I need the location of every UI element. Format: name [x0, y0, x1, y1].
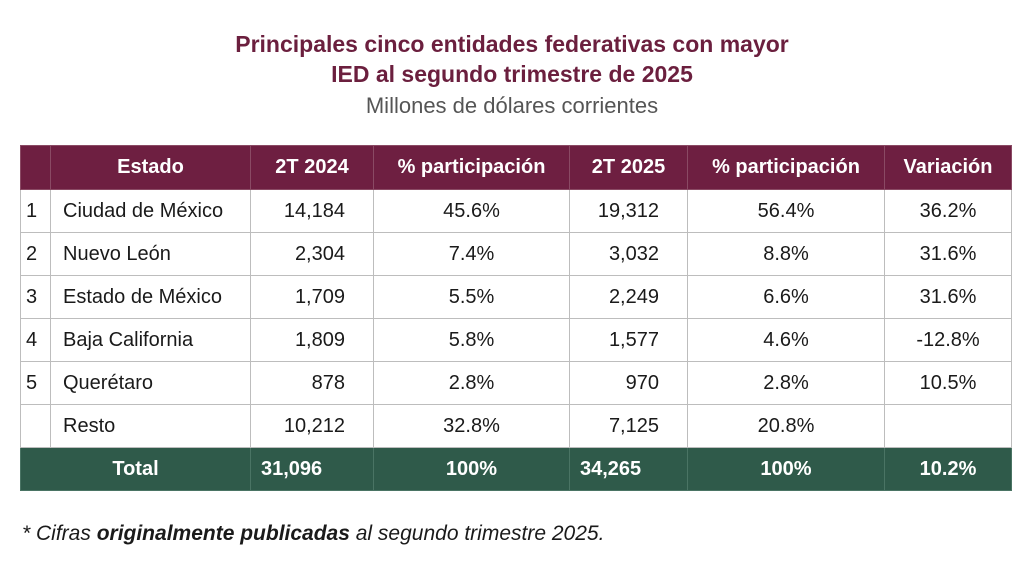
cell-state: Resto [50, 404, 251, 448]
cell-participation-2024: 7.4% [373, 232, 570, 276]
cell-participation-2025: 8.8% [687, 232, 885, 276]
cell-participation-2025: 4.6% [687, 318, 885, 362]
cell-2t2024: 878 [250, 361, 374, 405]
cell-rank: 3 [20, 275, 51, 319]
table-total-row: Total 31,096 100% 34,265 100% 10.2% [20, 447, 1012, 491]
footnote-prefix: * Cifras [22, 522, 97, 545]
table-row: 3 Estado de México 1,709 5.5% 2,249 6.6%… [20, 275, 1012, 319]
table-row: 5 Querétaro 878 2.8% 970 2.8% 10.5% [20, 361, 1012, 405]
cell-state: Nuevo León [50, 232, 251, 276]
cell-variation: -12.8% [884, 318, 1012, 362]
cell-2t2024: 1,709 [250, 275, 374, 319]
header-2t2024: 2T 2024 [250, 145, 374, 190]
cell-rank: 5 [20, 361, 51, 405]
total-label: Total [20, 447, 251, 491]
cell-rank: 4 [20, 318, 51, 362]
cell-variation [884, 404, 1012, 448]
total-participation-2025: 100% [687, 447, 885, 491]
table-header-row: Estado 2T 2024 % participación 2T 2025 %… [20, 145, 1012, 190]
header-participation-2024: % participación [373, 145, 570, 190]
page-title-line2: IED al segundo trimestre de 2025 [331, 61, 693, 87]
total-participation-2024: 100% [373, 447, 570, 491]
total-2t2024: 31,096 [250, 447, 374, 491]
footnote-bold: originalmente publicadas [96, 522, 350, 545]
table-row: 2 Nuevo León 2,304 7.4% 3,032 8.8% 31.6% [20, 232, 1012, 276]
total-variation: 10.2% [884, 447, 1012, 491]
cell-2t2025: 3,032 [569, 232, 688, 276]
cell-state: Ciudad de México [50, 189, 251, 233]
cell-participation-2024: 45.6% [373, 189, 570, 233]
cell-state: Baja California [50, 318, 251, 362]
cell-2t2024: 2,304 [250, 232, 374, 276]
cell-variation: 31.6% [884, 232, 1012, 276]
cell-rank: 2 [20, 232, 51, 276]
cell-2t2025: 970 [569, 361, 688, 405]
footnote-suffix: al segundo trimestre 2025. [349, 522, 605, 545]
cell-2t2024: 10,212 [250, 404, 374, 448]
table-row: Resto 10,212 32.8% 7,125 20.8% [20, 404, 1012, 448]
cell-participation-2025: 6.6% [687, 275, 885, 319]
fdi-table: Estado 2T 2024 % participación 2T 2025 %… [20, 145, 1012, 491]
cell-participation-2025: 2.8% [687, 361, 885, 405]
table-row: 4 Baja California 1,809 5.8% 1,577 4.6% … [20, 318, 1012, 362]
cell-state: Querétaro [50, 361, 251, 405]
cell-participation-2025: 56.4% [687, 189, 885, 233]
cell-participation-2024: 2.8% [373, 361, 570, 405]
cell-2t2025: 7,125 [569, 404, 688, 448]
cell-rank [20, 404, 51, 448]
header-participation-2025: % participación [687, 145, 885, 190]
header-variation: Variación [884, 145, 1012, 190]
header-rank [20, 145, 51, 190]
cell-participation-2025: 20.8% [687, 404, 885, 448]
page-subtitle: Millones de dólares corrientes [365, 93, 659, 118]
cell-2t2025: 2,249 [569, 275, 688, 319]
cell-2t2025: 1,577 [569, 318, 688, 362]
cell-2t2025: 19,312 [569, 189, 688, 233]
header-2t2025: 2T 2025 [569, 145, 688, 190]
table-row: 1 Ciudad de México 14,184 45.6% 19,312 5… [20, 189, 1012, 233]
cell-rank: 1 [20, 189, 51, 233]
page-title-line1: Principales cinco entidades federativas … [235, 31, 789, 57]
cell-variation: 10.5% [884, 361, 1012, 405]
header-state: Estado [50, 145, 251, 190]
cell-participation-2024: 5.8% [373, 318, 570, 362]
cell-2t2024: 14,184 [250, 189, 374, 233]
cell-2t2024: 1,809 [250, 318, 374, 362]
cell-participation-2024: 32.8% [373, 404, 570, 448]
cell-participation-2024: 5.5% [373, 275, 570, 319]
cell-state: Estado de México [50, 275, 251, 319]
cell-variation: 31.6% [884, 275, 1012, 319]
cell-variation: 36.2% [884, 189, 1012, 233]
total-2t2025: 34,265 [569, 447, 688, 491]
footnote: * Cifras originalmente publicadas al seg… [22, 522, 604, 546]
